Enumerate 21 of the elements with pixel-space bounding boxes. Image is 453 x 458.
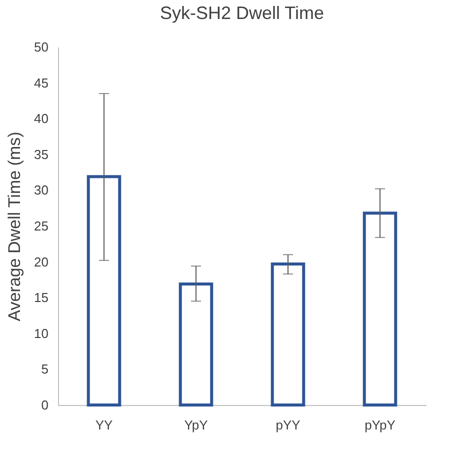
y-tick-label: 50 [34, 40, 48, 54]
y-tick-label: 0 [41, 398, 48, 412]
bar [86, 175, 122, 406]
x-tick-label: YpY [184, 418, 208, 432]
y-tick-label: 5 [41, 362, 48, 377]
y-tick-label: 10 [34, 326, 48, 341]
x-tick-label: YY [95, 418, 113, 432]
x-tick-label: pYY [276, 418, 301, 432]
bar [362, 212, 398, 406]
y-tick-label: 15 [34, 290, 48, 306]
chart-title: Syk-SH2 Dwell Time [160, 3, 324, 23]
bar [178, 282, 214, 406]
x-tick-label: pYpY [364, 418, 396, 432]
y-tick-label: 30 [34, 182, 48, 198]
y-tick-label: 20 [34, 254, 48, 270]
y-tick-label: 25 [34, 218, 48, 234]
y-tick-label: 35 [34, 146, 48, 162]
y-tick-label: 45 [34, 75, 48, 90]
y-tick-label: 40 [34, 111, 48, 126]
bar [270, 262, 306, 406]
y-axis-title: Average Dwell Time (ms) [5, 132, 24, 322]
